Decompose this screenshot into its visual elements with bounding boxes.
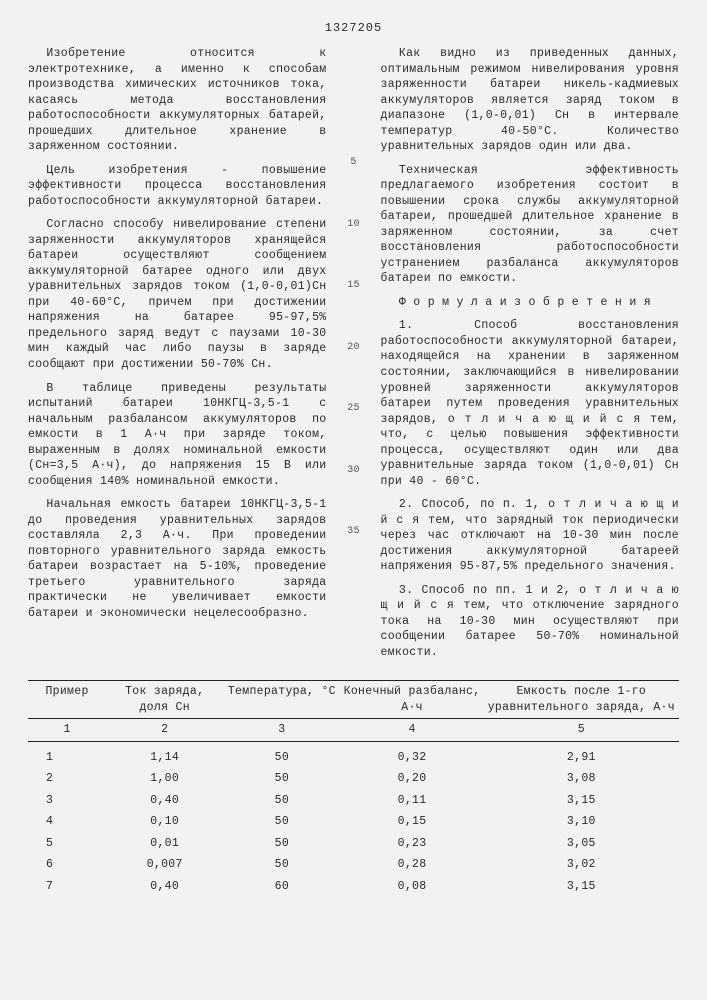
ln: 10	[345, 218, 363, 232]
table-cell: 3,10	[484, 811, 679, 833]
ln: 20	[345, 341, 363, 355]
results-table: Пример Ток заряда, доля Cн Температура, …	[28, 680, 679, 897]
table-cell: 3,02	[484, 854, 679, 876]
para: Изобретение относится к электротехнике, …	[28, 46, 327, 155]
th: Конечный разбаланс, А·ч	[340, 681, 483, 719]
th: Пример	[28, 681, 106, 719]
gn: 5	[484, 719, 679, 742]
table-body: 11,14500,322,9121,00500,203,0830,40500,1…	[28, 741, 679, 897]
th: Температура, °С	[223, 681, 340, 719]
table-cell: 0,23	[340, 833, 483, 855]
line-numbers: 5 10 15 20 25 30 35	[345, 46, 363, 668]
table-cell: 50	[223, 833, 340, 855]
table-cell: 4	[28, 811, 106, 833]
table-row: 40,10500,153,10	[28, 811, 679, 833]
table-cell: 3,08	[484, 768, 679, 790]
para: Техническая эффективность предлагаемого …	[381, 163, 680, 287]
table-cell: 1,14	[106, 741, 223, 768]
table-cell: 3,15	[484, 790, 679, 812]
gn: 3	[223, 719, 340, 742]
table-cell: 50	[223, 741, 340, 768]
para: В таблице приведены результаты испытаний…	[28, 381, 327, 490]
table-header-row: Пример Ток заряда, доля Cн Температура, …	[28, 681, 679, 719]
left-column: Изобретение относится к электротехнике, …	[28, 46, 327, 668]
table-cell: 3,15	[484, 876, 679, 898]
table-row: 70,40600,083,15	[28, 876, 679, 898]
ln: 25	[345, 402, 363, 416]
gn: 2	[106, 719, 223, 742]
claim: 1. Способ восстановления работоспособнос…	[381, 318, 680, 489]
th: Емкость после 1-го уравнительного заряда…	[484, 681, 679, 719]
table-cell: 6	[28, 854, 106, 876]
table-cell: 0,40	[106, 790, 223, 812]
table-cell: 1	[28, 741, 106, 768]
table-cell: 60	[223, 876, 340, 898]
ln: 30	[345, 464, 363, 478]
table-row: 21,00500,203,08	[28, 768, 679, 790]
table-cell: 2	[28, 768, 106, 790]
table-cell: 0,08	[340, 876, 483, 898]
table-row: 60,007500,283,02	[28, 854, 679, 876]
para: Как видно из приведенных данных, оптимал…	[381, 46, 680, 155]
table-cell: 1,00	[106, 768, 223, 790]
table-cell: 3	[28, 790, 106, 812]
gn: 1	[28, 719, 106, 742]
ln: 35	[345, 525, 363, 539]
table-cell: 5	[28, 833, 106, 855]
para: Начальная емкость батареи 10НКГЦ-3,5-1 д…	[28, 497, 327, 621]
table-cell: 0,20	[340, 768, 483, 790]
table-cell: 50	[223, 768, 340, 790]
table-cell: 2,91	[484, 741, 679, 768]
gn: 4	[340, 719, 483, 742]
table-cell: 3,05	[484, 833, 679, 855]
table-cell: 50	[223, 854, 340, 876]
table-row: 30,40500,113,15	[28, 790, 679, 812]
para: Согласно способу нивелирование степени з…	[28, 217, 327, 372]
document-number: 1327205	[28, 20, 679, 36]
formula-heading: Ф о р м у л а и з о б р е т е н и я	[381, 295, 680, 311]
table-cell: 0,10	[106, 811, 223, 833]
table-cell: 0,11	[340, 790, 483, 812]
para: Цель изобретения - повышение эффективнос…	[28, 163, 327, 210]
table-group-row: 1 2 3 4 5	[28, 719, 679, 742]
table-cell: 0,32	[340, 741, 483, 768]
table-cell: 50	[223, 790, 340, 812]
claim: 3. Способ по пп. 1 и 2, о т л и ч а ю щ …	[381, 583, 680, 661]
text-columns: Изобретение относится к электротехнике, …	[28, 46, 679, 668]
table-row: 50,01500,233,05	[28, 833, 679, 855]
ln: 15	[345, 279, 363, 293]
table-cell: 0,40	[106, 876, 223, 898]
th: Ток заряда, доля Cн	[106, 681, 223, 719]
table-cell: 7	[28, 876, 106, 898]
table-cell: 0,007	[106, 854, 223, 876]
table-cell: 50	[223, 811, 340, 833]
table-row: 11,14500,322,91	[28, 741, 679, 768]
right-column: Как видно из приведенных данных, оптимал…	[381, 46, 680, 668]
table-cell: 0,01	[106, 833, 223, 855]
table-cell: 0,28	[340, 854, 483, 876]
ln: 5	[345, 156, 363, 170]
table-cell: 0,15	[340, 811, 483, 833]
claim: 2. Способ, по п. 1, о т л и ч а ю щ и й …	[381, 497, 680, 575]
